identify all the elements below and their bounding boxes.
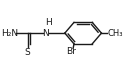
Text: Br: Br [66,47,76,56]
Text: H: H [45,18,52,27]
Text: N: N [42,29,49,38]
Text: S: S [25,48,30,57]
Text: H₂N: H₂N [1,29,18,38]
Text: CH₃: CH₃ [108,29,123,38]
